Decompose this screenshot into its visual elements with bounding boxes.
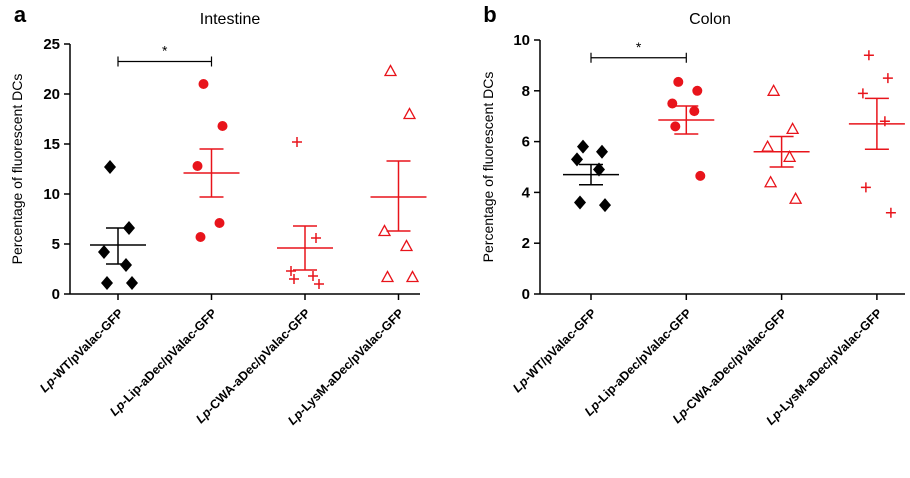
point <box>577 139 589 154</box>
point <box>399 239 414 252</box>
significance-bracket <box>590 52 687 63</box>
y-tick-label: 4 <box>522 184 531 201</box>
point <box>574 195 586 210</box>
y-tick-label: 10 <box>513 32 530 49</box>
point <box>596 144 608 159</box>
y-tick-label: 0 <box>52 286 60 303</box>
point <box>286 266 296 276</box>
chart-title: Intestine <box>200 11 261 28</box>
point <box>767 83 781 96</box>
y-tick-label: 6 <box>522 134 530 151</box>
y-tick-label: 5 <box>52 236 60 253</box>
y-tick-label: 0 <box>522 286 530 303</box>
point <box>104 160 116 174</box>
group <box>90 160 146 290</box>
panel-label: a <box>14 2 27 27</box>
y-tick-label: 8 <box>522 83 530 100</box>
point <box>786 122 800 135</box>
point <box>692 85 703 96</box>
point <box>383 64 398 77</box>
point <box>217 121 228 131</box>
point <box>885 207 896 218</box>
point <box>667 98 678 109</box>
point <box>673 76 684 87</box>
y-tick-label: 2 <box>522 235 530 252</box>
point <box>314 279 324 289</box>
point <box>571 152 583 167</box>
point <box>120 258 132 272</box>
group <box>563 139 619 213</box>
y-tick-label: 15 <box>43 136 60 153</box>
group <box>753 83 810 204</box>
significance-label: * <box>636 39 642 55</box>
point <box>192 161 203 171</box>
x-tick-label: Lp-WT/pValac-GFP <box>510 306 599 395</box>
point <box>882 73 893 84</box>
significance-label: * <box>162 43 168 59</box>
point <box>195 232 206 242</box>
point <box>311 233 321 243</box>
group <box>277 137 333 289</box>
point <box>761 139 775 152</box>
point <box>860 182 871 193</box>
point <box>783 149 797 162</box>
point <box>599 198 611 213</box>
point <box>863 50 874 61</box>
group <box>658 76 715 181</box>
x-tick-label: Lp-Lip-aDec/pValac-GFP <box>107 306 220 419</box>
point <box>879 116 890 127</box>
x-tick-label: Lp-CWA-aDec/pValac-GFP <box>670 306 790 426</box>
point <box>789 191 803 204</box>
chart-title: Colon <box>689 11 731 28</box>
point <box>214 218 225 228</box>
point <box>292 137 302 147</box>
point <box>380 270 395 283</box>
point <box>126 276 138 290</box>
y-axis-label: Percentage of fluorescent DCs <box>480 72 496 263</box>
y-tick-label: 10 <box>43 186 60 203</box>
point <box>101 276 113 290</box>
point <box>670 121 681 132</box>
point <box>695 170 706 181</box>
x-tick-label: Lp-LysM-aDec/pValac-GFP <box>763 306 885 428</box>
y-axis-label: Percentage of fluorescent DCs <box>9 74 25 265</box>
panel-label: b <box>483 2 496 27</box>
x-tick-label: Lp-Lip-aDec/pValac-GFP <box>582 306 695 419</box>
significance-bracket <box>117 56 213 67</box>
point <box>764 175 778 188</box>
point <box>402 107 417 120</box>
y-tick-label: 25 <box>43 36 60 53</box>
group <box>370 64 427 283</box>
point <box>98 245 110 259</box>
point <box>689 106 700 117</box>
point <box>289 274 299 284</box>
point <box>857 88 868 99</box>
point <box>405 270 420 283</box>
group <box>848 50 905 218</box>
x-tick-label: Lp-WT/pValac-GFP <box>37 306 126 395</box>
group <box>183 79 240 242</box>
y-tick-label: 20 <box>43 86 60 103</box>
point <box>593 162 605 177</box>
point <box>308 271 318 281</box>
point <box>198 79 209 89</box>
